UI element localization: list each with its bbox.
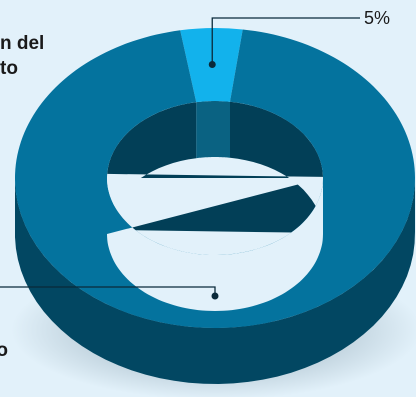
donut-labels: 5% bbox=[0, 8, 390, 300]
partial-text-fragment: o bbox=[0, 340, 8, 361]
chart-title-line-2: to bbox=[0, 58, 18, 79]
slice-0-inner-wall bbox=[196, 101, 230, 159]
slice-0-leader-line bbox=[211, 17, 360, 65]
chart-title-line-1: n del bbox=[0, 33, 45, 54]
slice-1-outer-wall bbox=[15, 175, 415, 384]
slice-1-leader-line bbox=[0, 286, 216, 296]
donut-hole-floor bbox=[107, 178, 323, 311]
donut-ring bbox=[14, 28, 415, 384]
slice-0-label: 5% bbox=[364, 8, 390, 28]
